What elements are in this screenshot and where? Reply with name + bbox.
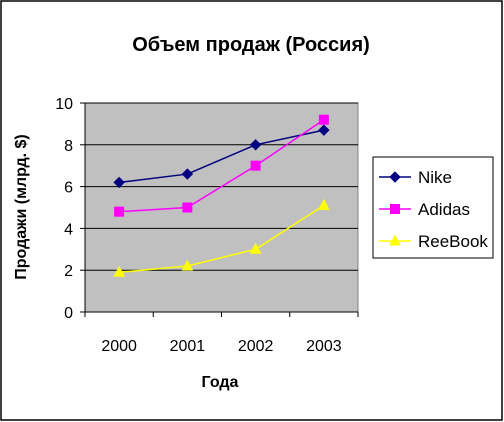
- chart-title: Объем продаж (Россия): [132, 34, 370, 56]
- y-tick-label: 10: [55, 96, 73, 113]
- data-point-reebook: [113, 265, 125, 277]
- legend-marker-reebook: [389, 234, 401, 246]
- legend-label-adidas: Adidas: [418, 200, 470, 219]
- data-point-adidas: [318, 114, 329, 125]
- plot-area: 0 2 4 6 8 10 2000 2001 2002 2003: [55, 96, 359, 355]
- x-tick-label: 2001: [170, 338, 206, 355]
- y-tick-label: 2: [64, 263, 73, 280]
- x-tick-label: 2000: [101, 338, 137, 355]
- y-tick-label: 4: [64, 221, 73, 238]
- plot-background: [84, 102, 359, 313]
- legend: Nike Adidas ReeBook: [372, 156, 494, 259]
- legend-marker-adidas: [390, 204, 400, 214]
- data-point-reebook: [249, 242, 262, 254]
- data-point-nike: [181, 168, 194, 180]
- y-tick-label: 0: [64, 305, 73, 322]
- legend-label-nike: Nike: [418, 168, 452, 187]
- x-tick-label: 2003: [306, 338, 342, 355]
- data-point-nike: [318, 124, 330, 136]
- y-tick-label: 6: [64, 180, 73, 197]
- series-line-adidas: [119, 119, 325, 213]
- y-tick-label: 8: [64, 138, 73, 155]
- data-point-adidas: [250, 160, 261, 171]
- series-line-reebook: [119, 204, 325, 274]
- legend-label-reebook: ReeBook: [418, 232, 488, 251]
- data-point-nike: [249, 139, 262, 151]
- legend-marker-nike: [389, 171, 401, 183]
- x-axis-title: Года: [202, 374, 239, 391]
- data-point-reebook: [318, 198, 330, 210]
- data-point-adidas: [182, 202, 193, 213]
- data-point-adidas: [114, 206, 125, 217]
- series-line-nike: [119, 129, 325, 184]
- y-axis-title: Продажи (млрд. $): [13, 134, 30, 280]
- data-point-reebook: [181, 259, 194, 271]
- data-point-nike: [113, 176, 125, 189]
- x-tick-label: 2002: [238, 338, 274, 355]
